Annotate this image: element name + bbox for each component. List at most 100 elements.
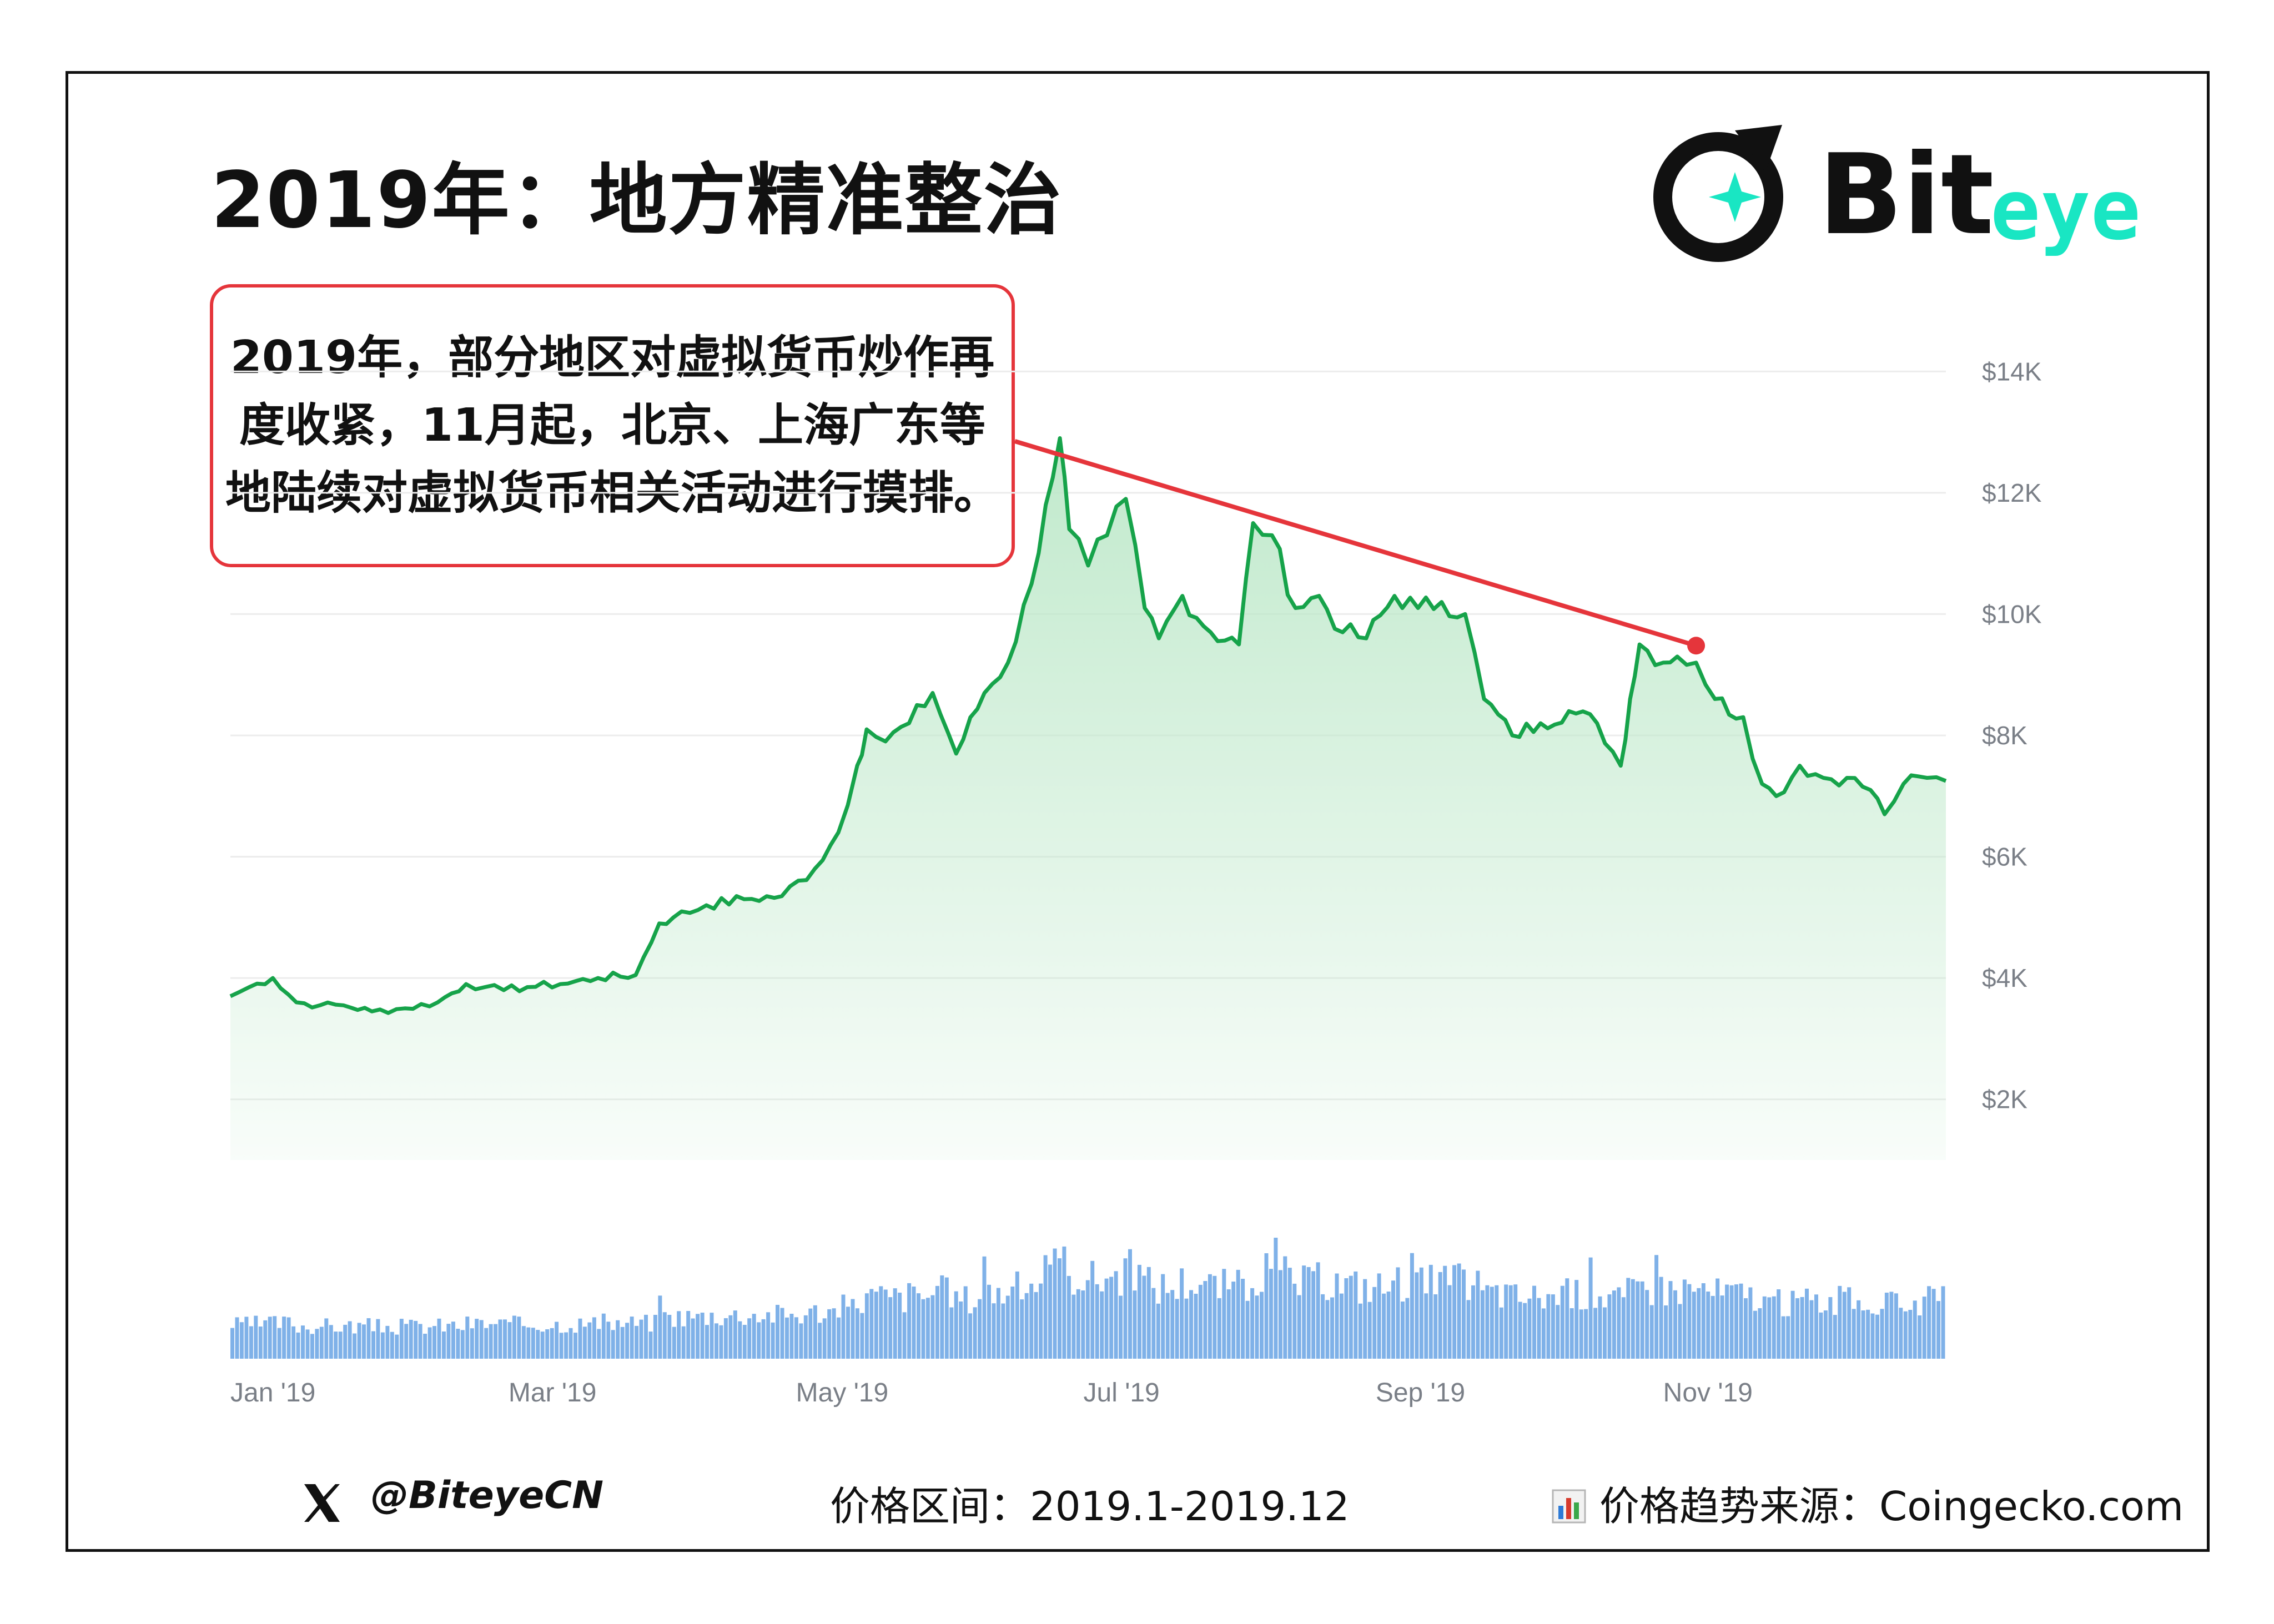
volume-bar [686,1311,691,1359]
y-axis-ticks: $2K $4K $6K $8K $10K $12K $14K [1982,357,2042,1113]
volume-bar [1217,1298,1221,1359]
volume-bar [1471,1285,1475,1359]
volume-bar [1809,1300,1814,1359]
volume-bar [1499,1307,1503,1359]
volume-bar [893,1288,897,1359]
volume-bar [846,1307,850,1359]
volume-bar [700,1313,705,1359]
volume-bar [1673,1290,1677,1359]
volume-bar [973,1307,977,1359]
volume-bar [1870,1313,1875,1359]
volume-bar [930,1295,935,1359]
volume-bar [912,1287,916,1359]
volume-bar [503,1319,507,1359]
page-title: 2019年：地方精准整治 [211,155,1063,246]
volume-bar [376,1319,380,1359]
volume-bar [1085,1280,1090,1359]
volume-bar [1222,1269,1226,1359]
callout-line: 度收紧，11月起，北京、上海广东等 [239,399,986,452]
volume-bar [1922,1297,1926,1359]
volume-bar [573,1333,577,1359]
volume-bar [1927,1286,1931,1359]
volume-bar [564,1332,568,1359]
volume-bar [1170,1290,1175,1359]
volume-bar [1367,1302,1372,1359]
volume-bar [399,1319,404,1359]
volume-bar [1024,1293,1029,1359]
volume-bar [1020,1299,1024,1359]
volume-bar [940,1275,944,1359]
x-tick-label: Jul '19 [1084,1378,1160,1408]
volume-bar [1913,1300,1917,1359]
volume-bar [728,1315,733,1359]
volume-bar [738,1321,742,1359]
volume-bar [681,1326,686,1359]
volume-bar [925,1298,930,1359]
volume-bar [954,1291,958,1359]
volume-bar [1466,1300,1471,1359]
volume-bar [1363,1279,1367,1359]
volume-bar [1231,1282,1236,1359]
volume-bar [550,1328,554,1359]
volume-bar [1748,1287,1753,1359]
volume-bar [1508,1285,1513,1359]
volume-bar [1485,1285,1490,1359]
volume-bar [1349,1275,1353,1359]
volume-bar [1410,1253,1414,1359]
volume-bar [766,1312,771,1359]
volume-bar [273,1316,277,1359]
volume-bar [1189,1290,1193,1359]
volume-bar [855,1308,859,1359]
volume-bar [1184,1298,1189,1359]
volume-bar [803,1315,808,1359]
volume-bar [555,1322,559,1359]
volume-bar [263,1320,268,1359]
volume-bar [1819,1312,1823,1359]
volume-bar [418,1324,422,1359]
y-tick-label: $2K [1982,1085,2028,1114]
volume-bar [1316,1262,1320,1359]
volume-bar [1828,1297,1833,1359]
volume-bar [841,1294,846,1359]
svg-text:Bit: Bit [1818,130,1994,260]
volume-bars [230,1238,1945,1359]
volume-bar [1706,1292,1710,1359]
volume-bar [1513,1284,1518,1359]
volume-bar [536,1330,540,1359]
volume-bar [319,1327,324,1359]
volume-bar [460,1330,465,1359]
volume-bar [545,1329,550,1359]
volume-bar [616,1320,620,1359]
volume-bar [771,1322,775,1359]
volume-bar [343,1324,348,1359]
volume-bar [963,1286,968,1359]
volume-bar [1908,1310,1913,1359]
volume-bar [362,1324,366,1359]
volume-bar [1880,1309,1884,1359]
volume-bar [1269,1269,1273,1359]
volume-bar [1339,1293,1344,1359]
volume-bar [1777,1289,1781,1359]
footer-date-range: 价格区间：2019.1-2019.12 [830,1483,1350,1530]
volume-bar [305,1329,310,1359]
volume-bar [371,1331,375,1359]
volume-bar [776,1305,779,1359]
volume-bar [578,1318,582,1359]
volume-bar [1631,1279,1635,1359]
volume-bar [1419,1267,1423,1359]
volume-bar [917,1293,920,1359]
volume-bar [404,1324,409,1359]
volume-bar [1100,1291,1104,1359]
footer-handle[interactable]: @BiteyeCN [371,1474,604,1517]
volume-bar [1058,1258,1061,1359]
volume-bar [883,1289,888,1359]
callout-line: 2019年，部分地区对虚拟货币炒作再 [230,331,995,384]
volume-bar [470,1328,474,1359]
trend-end-marker [1687,637,1706,655]
volume-bar [752,1314,756,1359]
volume-bar [757,1322,761,1359]
volume-bar [592,1317,596,1359]
volume-bar [1645,1290,1649,1359]
volume-bar [268,1317,272,1359]
volume-bar [1903,1311,1908,1359]
